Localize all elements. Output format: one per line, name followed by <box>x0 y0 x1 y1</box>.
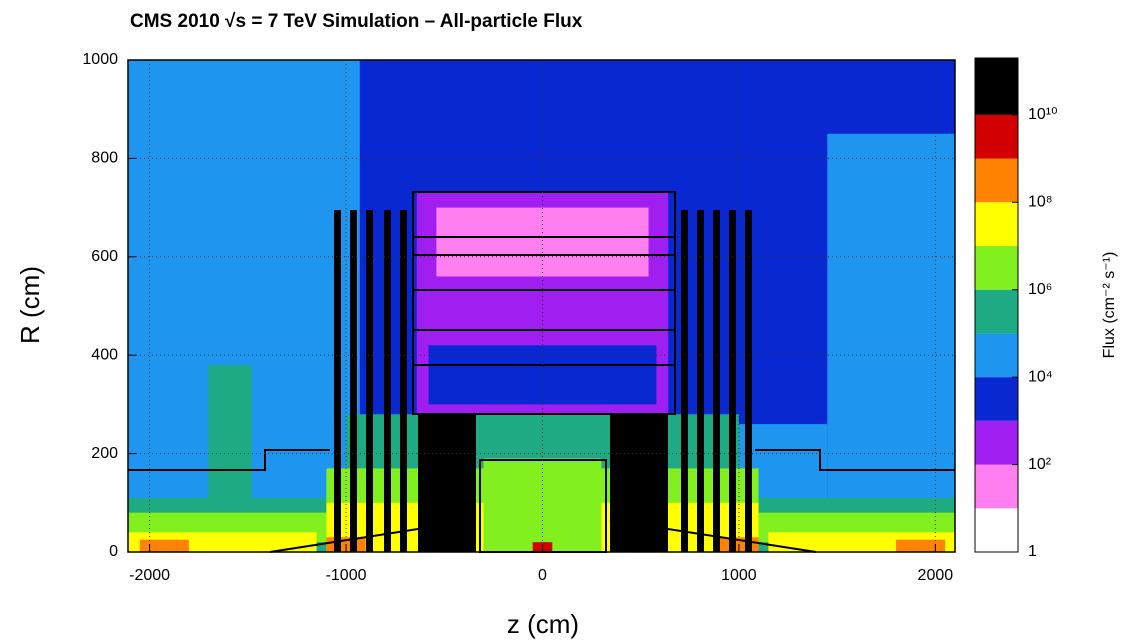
colorbar-band <box>975 289 1018 334</box>
y-tick-label: 200 <box>91 445 118 462</box>
yoke <box>418 414 476 552</box>
colorbar-band <box>975 508 1018 552</box>
x-tick-label: -1000 <box>326 567 367 584</box>
x-tick-label: 1000 <box>721 567 757 584</box>
yoke <box>610 414 668 552</box>
flux-zone <box>436 207 649 277</box>
colorbar-tick-label: 10⁶ <box>1028 281 1052 298</box>
flux-zone <box>428 345 657 405</box>
y-tick-label: 800 <box>91 150 118 167</box>
colorbar-band <box>975 114 1018 159</box>
y-tick-label: 0 <box>109 543 118 560</box>
colorbar-tick-label: 10⁸ <box>1028 193 1053 210</box>
colorbar-band <box>975 464 1018 509</box>
endcap <box>713 210 720 552</box>
chart-title: CMS 2010 √s = 7 TeV Simulation – All-par… <box>130 11 583 32</box>
x-tick-label: 2000 <box>918 567 954 584</box>
outline <box>128 449 955 553</box>
colorbar-band <box>975 158 1018 203</box>
colorbar-band <box>975 420 1018 465</box>
x-tick-label: -2000 <box>129 567 170 584</box>
colorbar-tick-label: 10² <box>1028 456 1052 473</box>
flux-zone <box>827 133 955 553</box>
endcap <box>729 210 736 552</box>
endcap <box>384 210 391 552</box>
detector-outline <box>128 191 955 553</box>
endcap <box>681 210 688 552</box>
colorbar-band <box>975 377 1018 421</box>
flux-zone <box>139 539 189 552</box>
flux-zone <box>896 539 946 552</box>
y-tick-label: 400 <box>91 346 118 363</box>
endcap <box>400 210 407 552</box>
x-axis-label: z (cm) <box>507 609 579 639</box>
y-axis-label: R (cm) <box>15 266 45 344</box>
x-tick-label: 0 <box>538 567 547 584</box>
endcap <box>697 210 704 552</box>
plot-frame <box>127 59 956 553</box>
endcap <box>366 210 373 552</box>
colorbar-tick-label: 10¹⁰ <box>1028 106 1058 123</box>
colorbar-band <box>975 202 1018 246</box>
colorbar-frame <box>974 57 1019 553</box>
y-tick-label: 600 <box>91 248 118 265</box>
colorbar-band <box>975 245 1018 290</box>
endcap <box>350 210 357 552</box>
y-tick-label: 1000 <box>82 51 118 68</box>
colorbar-tick-label: 1 <box>1028 543 1037 560</box>
axes: -2000 -1000 0 1000 2000 0 200 400 600 800 1000 1 10²… <box>82 51 1057 584</box>
colorbar-band <box>975 333 1018 378</box>
endcap <box>334 210 341 552</box>
endcap <box>745 210 752 552</box>
colorbar-tick-label: 10⁴ <box>1028 368 1053 385</box>
barrel <box>412 191 676 415</box>
colorbar-label: Flux (cm⁻² s⁻¹) <box>1101 252 1118 359</box>
heatmap <box>128 60 955 553</box>
colorbar-band <box>975 58 1018 115</box>
